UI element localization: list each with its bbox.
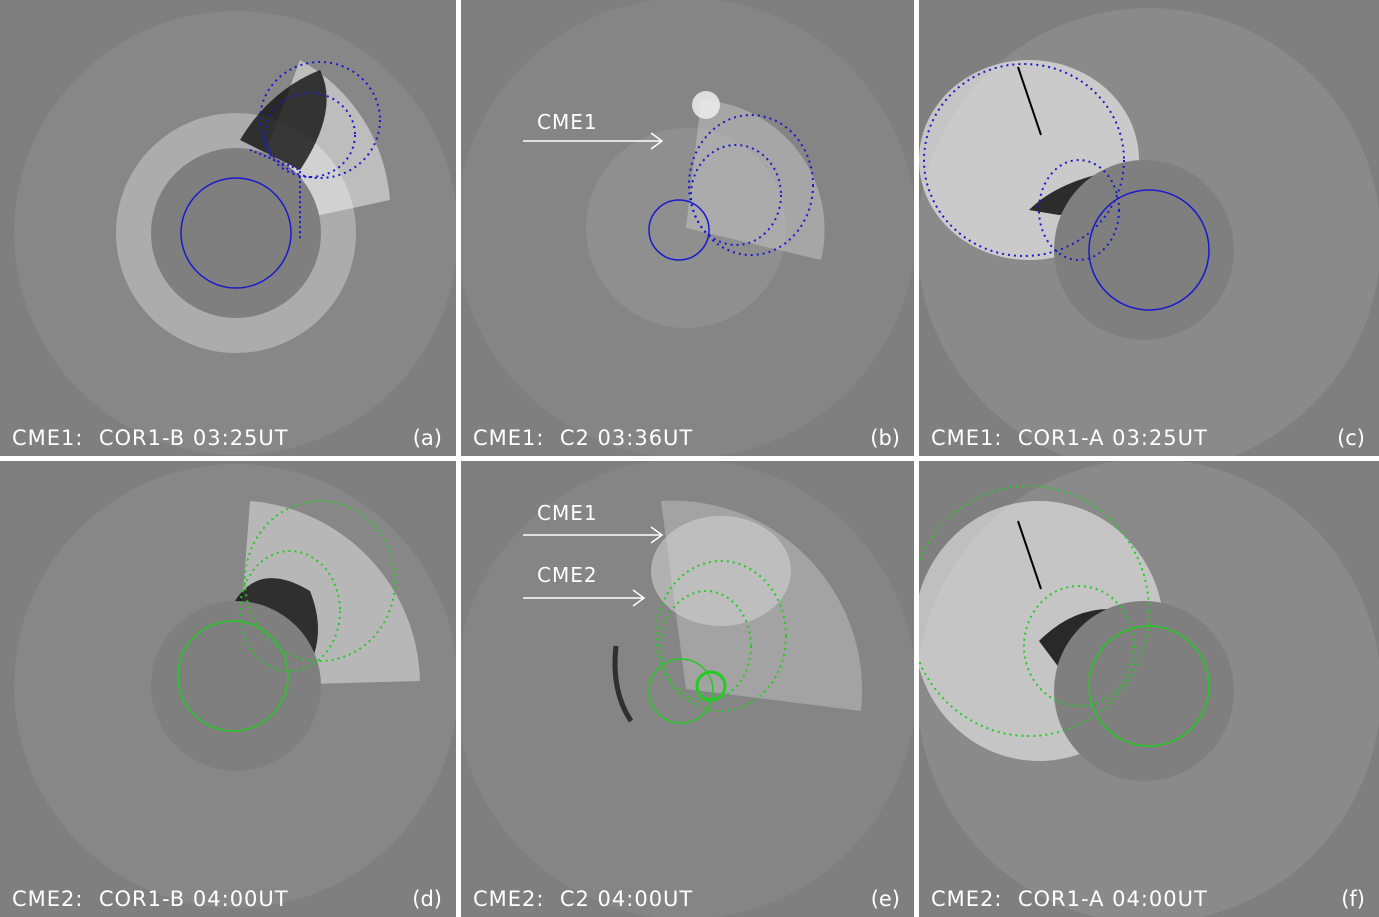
- cme1-annotation: CME1: [537, 110, 598, 134]
- cor1b-image-d: [14, 464, 456, 908]
- panel-b: CME1 CME1: C2 03:36UT (b): [461, 0, 914, 456]
- panel-label: (a): [412, 426, 442, 450]
- cme1-annotation: CME1: [537, 501, 598, 525]
- panel-d: CME2: COR1-B 04:00UT (d): [0, 461, 456, 917]
- panel-a: CME1: COR1-B 03:25UT (a): [0, 0, 456, 456]
- panel-e: CME1 CME2 CME2: C2 04:00UT (e): [461, 461, 914, 917]
- panel-caption: CME1: COR1-B 03:25UT: [12, 426, 289, 450]
- panel-c: CME1: COR1-A 03:25UT (c): [919, 0, 1379, 456]
- panel-caption: CME2: C2 04:00UT: [473, 887, 694, 911]
- panel-caption: CME1: C2 03:36UT: [473, 426, 694, 450]
- panel-label: (e): [870, 887, 900, 911]
- c2-image-b: [461, 0, 914, 456]
- cor1b-image-a: [14, 11, 456, 455]
- panel-caption: CME2: COR1-B 04:00UT: [12, 887, 289, 911]
- c2-image-e: [461, 461, 914, 917]
- panel-label: (d): [412, 887, 442, 911]
- panel-label: (b): [870, 426, 900, 450]
- cor1a-image-f: [919, 461, 1379, 917]
- cor1a-image-c: [919, 8, 1379, 456]
- panel-label: (f): [1341, 887, 1365, 911]
- cme2-annotation: CME2: [537, 563, 598, 587]
- panel-label: (c): [1337, 426, 1365, 450]
- panel-f: CME2: COR1-A 04:00UT (f): [919, 461, 1379, 917]
- panel-caption: CME1: COR1-A 03:25UT: [931, 426, 1208, 450]
- panel-caption: CME2: COR1-A 04:00UT: [931, 887, 1208, 911]
